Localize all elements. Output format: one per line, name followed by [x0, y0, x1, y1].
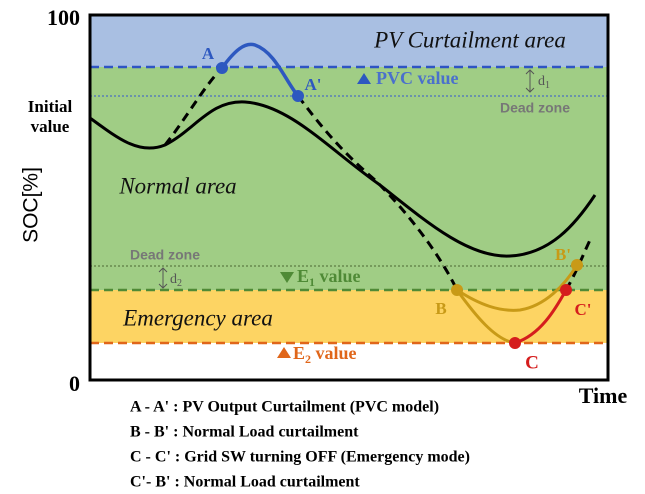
- dead-zone: Dead zone: [130, 247, 200, 263]
- legend-line: C'- B' : Normal Load curtailment: [130, 474, 360, 491]
- triangle: [277, 347, 291, 358]
- x-label: Time: [579, 383, 628, 408]
- point: [292, 90, 304, 102]
- pv-area-label: PV Curtailment area: [373, 27, 566, 52]
- triangle: [280, 272, 294, 283]
- y-label: SOC[%]: [20, 167, 43, 243]
- initial: value: [31, 117, 70, 136]
- pv-area: [90, 15, 608, 67]
- load-curve: [456, 264, 579, 312]
- point-label: B: [435, 299, 446, 318]
- triangle: [357, 73, 371, 84]
- point-label: B': [555, 245, 571, 264]
- legend-line: A - A' : PV Output Curtailment (PVC mode…: [130, 399, 439, 416]
- point: [571, 259, 583, 271]
- pvc-curve: [220, 42, 300, 98]
- point-label: C: [525, 352, 539, 373]
- soc-curve: [89, 100, 597, 258]
- y-top: 100: [47, 5, 80, 30]
- e2-label: E2 value: [293, 343, 357, 366]
- normal-area: [90, 67, 608, 290]
- legend-line: B - B' : Normal Load curtailment: [130, 424, 359, 441]
- point-label: A': [305, 75, 322, 94]
- point: [216, 62, 228, 74]
- point-label: C': [575, 300, 592, 319]
- load-curve: [455, 289, 516, 345]
- point-label: A: [202, 44, 215, 63]
- gap-arrow: [525, 69, 535, 93]
- initial: Initial: [28, 97, 73, 116]
- d1: d1: [538, 74, 550, 91]
- gap-arrow: [158, 267, 168, 289]
- dead-zone: Dead zone: [500, 100, 570, 116]
- frame: [88, 13, 610, 382]
- normal-area-label: Normal area: [118, 173, 236, 198]
- e1-label: E1 value: [297, 266, 361, 289]
- emergency-area-label: Emergency area: [122, 305, 273, 330]
- y-bottom: 0: [69, 371, 80, 396]
- legend-line: C - C' : Grid SW turning OFF (Emergency …: [130, 449, 470, 466]
- point: [560, 284, 572, 296]
- emergency-curve: [514, 289, 568, 345]
- pvc-label: PVC value: [376, 68, 459, 88]
- point: [509, 337, 521, 349]
- d2: d2: [170, 272, 182, 289]
- emergency-area: [90, 290, 608, 343]
- point: [451, 284, 463, 296]
